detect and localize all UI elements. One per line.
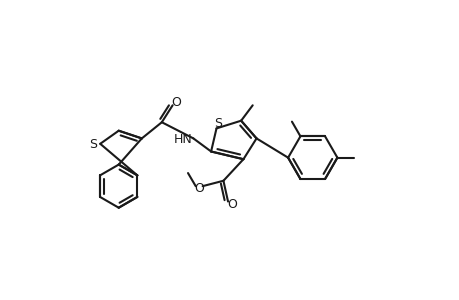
Text: S: S xyxy=(213,116,222,130)
Text: O: O xyxy=(193,182,203,195)
Text: O: O xyxy=(226,198,236,211)
Text: O: O xyxy=(171,97,181,110)
Text: HN: HN xyxy=(174,133,192,146)
Text: S: S xyxy=(89,138,97,151)
